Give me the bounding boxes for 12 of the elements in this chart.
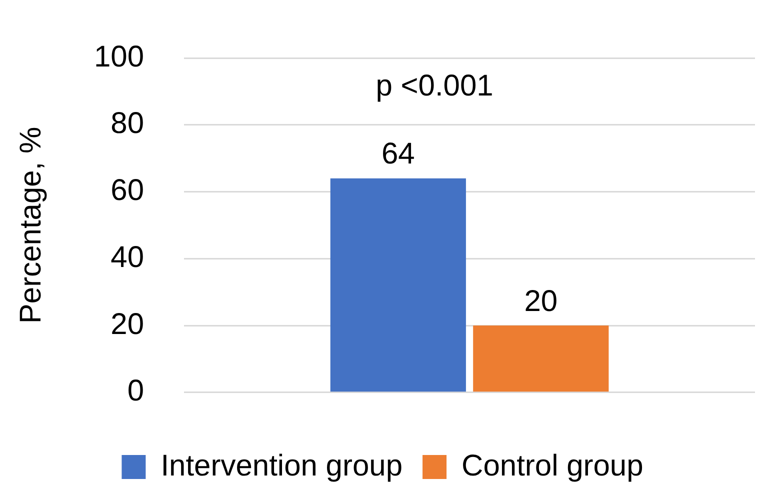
data-label: 20 bbox=[524, 284, 558, 318]
y-tick-label: 40 bbox=[110, 240, 144, 274]
y-axis-title: Percentage, % bbox=[14, 126, 48, 324]
annotation: p <0.001 bbox=[376, 69, 494, 102]
y-tick-label: 60 bbox=[110, 174, 144, 208]
y-tick-label: 100 bbox=[94, 40, 144, 74]
y-tick-label: 0 bbox=[127, 374, 144, 408]
legend-label: Control group bbox=[462, 449, 644, 482]
legend-label: Intervention group bbox=[160, 449, 403, 482]
data-label: 64 bbox=[381, 138, 415, 171]
y-tick-label: 20 bbox=[110, 308, 144, 341]
y-tick-label: 80 bbox=[110, 107, 144, 140]
